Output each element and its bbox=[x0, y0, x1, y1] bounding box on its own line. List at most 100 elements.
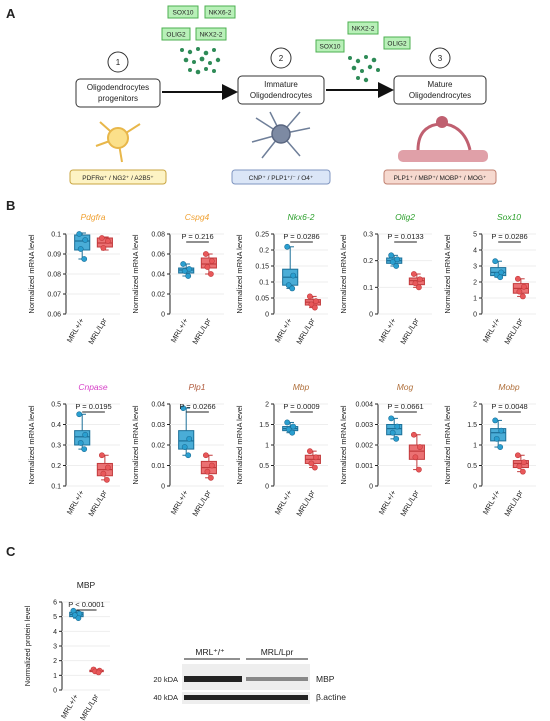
y-tick-label: 4 bbox=[53, 629, 57, 636]
chart-title: Mbp bbox=[293, 382, 310, 392]
diagram: 1 2 3 Oligodendrocytes progenitors Immat… bbox=[69, 5, 497, 185]
y-tick-label: 0.001 bbox=[355, 463, 373, 470]
step-text: Immature bbox=[264, 80, 298, 89]
y-tick-label: 0 bbox=[161, 312, 165, 319]
y-tick-label: 4 bbox=[473, 248, 477, 255]
data-point bbox=[104, 464, 111, 471]
y-tick-label: 0 bbox=[265, 312, 269, 319]
y-axis-label: Normalized protein level bbox=[23, 605, 32, 686]
y-axis-label: Normalized mRNA level bbox=[443, 405, 452, 485]
y-tick-label: 0.04 bbox=[151, 272, 165, 279]
y-tick-label: 0 bbox=[265, 484, 269, 491]
p-value: P < 0.0001 bbox=[68, 600, 104, 609]
p-value: P = 0.0009 bbox=[283, 402, 319, 411]
data-point bbox=[185, 452, 192, 459]
y-tick-label: 0.02 bbox=[151, 292, 165, 299]
step-circle bbox=[429, 47, 451, 69]
marker-box bbox=[231, 169, 331, 185]
data-point bbox=[289, 429, 296, 436]
data-point bbox=[284, 419, 291, 426]
factor-text: OLIG2 bbox=[387, 41, 407, 48]
data-point bbox=[202, 251, 209, 257]
y-axis-label: Normalized mRNA level bbox=[131, 234, 140, 314]
p-value: P = 0.0048 bbox=[491, 402, 527, 411]
y-tick-label: 0.5 bbox=[467, 463, 477, 470]
factor-tag bbox=[347, 21, 379, 35]
data-point bbox=[497, 274, 504, 281]
data-point bbox=[208, 258, 215, 264]
x-tick-label: MRL+/+ bbox=[481, 316, 502, 344]
y-tick-label: 0.2 bbox=[363, 258, 373, 265]
y-tick-label: 0 bbox=[161, 484, 165, 491]
step-box bbox=[237, 75, 325, 105]
x-tick-label: MRL+/+ bbox=[273, 316, 294, 344]
step-text: Oligodendrocytes bbox=[250, 91, 312, 100]
data-point bbox=[204, 264, 211, 270]
factor-tag bbox=[383, 36, 411, 50]
y-tick-label: 1 bbox=[265, 443, 269, 450]
y-tick-label: 3 bbox=[53, 644, 57, 651]
p-value: P = 0.0286 bbox=[491, 232, 527, 241]
panel-label: B bbox=[6, 198, 15, 213]
y-tick-label: 0.06 bbox=[47, 312, 61, 319]
y-tick-label: 2 bbox=[265, 402, 269, 409]
data-point bbox=[416, 276, 423, 283]
data-point bbox=[410, 431, 417, 438]
data-point bbox=[308, 301, 315, 308]
chart-title: MBP bbox=[77, 580, 96, 590]
x-tick-label: MRL/Lpr bbox=[398, 316, 420, 346]
blot-band bbox=[184, 676, 242, 682]
factor-tag bbox=[315, 39, 345, 53]
y-tick-label: 0.09 bbox=[47, 252, 61, 259]
y-axis-label: Normalized mRNA level bbox=[235, 234, 244, 314]
x-tick-label: MRL+/+ bbox=[481, 488, 502, 516]
panel-label: A bbox=[6, 6, 16, 21]
x-tick-label: MRL+/+ bbox=[273, 488, 294, 516]
factor-text: SOX10 bbox=[173, 10, 194, 17]
step-number: 3 bbox=[438, 54, 443, 63]
data-point bbox=[98, 452, 105, 459]
chart-title: Cspg4 bbox=[185, 212, 210, 222]
data-point bbox=[204, 468, 211, 475]
y-tick-label: 0.1 bbox=[363, 285, 373, 292]
data-point bbox=[77, 440, 84, 446]
x-tick-label: MRL/Lpr bbox=[294, 316, 316, 346]
data-point bbox=[416, 444, 423, 450]
y-tick-label: 0.04 bbox=[151, 402, 165, 409]
y-tick-label: 5 bbox=[473, 232, 477, 239]
western-blot: MRL⁺/⁺ MRL/Lpr 20 kDA 40 kDA MBP β.actin… bbox=[153, 647, 346, 704]
x-tick-label: MRL+/+ bbox=[59, 692, 80, 720]
marker-text: PLP1⁺ / MBP⁺/ MOBP⁺ / MOG⁺ bbox=[394, 175, 487, 182]
step-number: 2 bbox=[279, 54, 284, 63]
y-tick-label: 0.002 bbox=[355, 443, 373, 450]
y-axis-label: Normalized mRNA level bbox=[443, 234, 452, 314]
chart-title: Cnpase bbox=[78, 382, 108, 392]
data-point bbox=[180, 405, 187, 411]
y-axis-label: Normalized mRNA level bbox=[27, 405, 36, 485]
chart-title: Olig2 bbox=[395, 212, 415, 222]
step-number: 1 bbox=[116, 58, 121, 67]
data-point bbox=[285, 426, 292, 433]
blot-band bbox=[184, 695, 308, 700]
data-point bbox=[312, 454, 319, 461]
data-point bbox=[82, 431, 89, 438]
y-tick-label: 0 bbox=[473, 484, 477, 491]
blot-group: MRL⁺/⁺ bbox=[195, 647, 224, 657]
factor-tag bbox=[161, 27, 191, 41]
data-point bbox=[520, 283, 527, 290]
x-tick-label: MRL/Lpr bbox=[502, 316, 524, 346]
y-tick-label: 0.15 bbox=[255, 264, 269, 271]
y-tick-label: 0 bbox=[473, 312, 477, 319]
y-axis-label: Normalized mRNA level bbox=[235, 405, 244, 485]
y-tick-label: 1.5 bbox=[259, 422, 269, 429]
data-point bbox=[207, 474, 214, 481]
data-point bbox=[520, 459, 527, 466]
data-point bbox=[493, 435, 500, 442]
data-point bbox=[415, 466, 422, 473]
data-point bbox=[306, 448, 313, 455]
y-tick-label: 0.5 bbox=[51, 402, 61, 409]
x-tick-label: MRL/Lpr bbox=[78, 692, 100, 721]
blot-group: MRL/Lpr bbox=[261, 647, 294, 657]
data-point bbox=[412, 454, 419, 461]
